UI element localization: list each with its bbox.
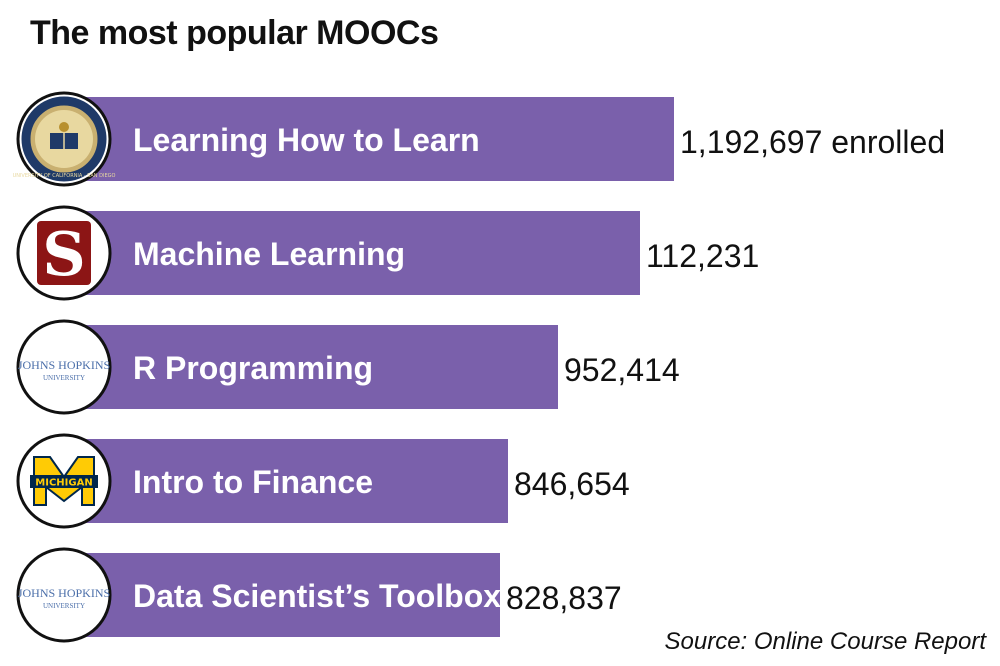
jhu-name-text: JOHNS HOPKINS [18,358,110,372]
bar-label-data-scientists-toolbox: Data Scientist’s Toolbox [133,578,501,614]
bar-r-programming [64,325,558,409]
bar-machine-learning [64,211,640,295]
bar-intro-to-finance [64,439,508,523]
value-label-learning-how-to-learn: 1,192,697 enrolled [680,124,945,160]
uc-san-diego-seal: UNIVERSITY OF CALIFORNIA · SAN DIEGO [13,91,116,187]
value-label-data-scientists-toolbox: 828,837 [506,580,622,616]
source-note: Source: Online Course Report [664,628,987,655]
seal-text: UNIVERSITY OF CALIFORNIA · SAN DIEGO [13,173,116,179]
johns-hopkins-logo: JOHNS HOPKINS UNIVERSITY [16,319,112,415]
stanford-s-logo: S [16,205,112,301]
bar-label-machine-learning: Machine Learning [133,236,405,272]
chart-title: The most popular MOOCs [30,14,439,52]
bar-label-learning-how-to-learn: Learning How to Learn [133,122,480,158]
jhu-university-text: UNIVERSITY [43,602,85,610]
stanford-s-glyph: S [42,220,85,290]
jhu-name-text: JOHNS HOPKINS [18,586,110,600]
johns-hopkins-logo: JOHNS HOPKINS UNIVERSITY [16,547,112,643]
value-label-machine-learning: 112,231 [646,238,759,274]
michigan-m-logo: MICHIGAN [16,433,112,529]
bar-learning-how-to-learn [64,97,674,181]
value-label-r-programming: 952,414 [564,352,680,388]
bar-label-r-programming: R Programming [133,350,373,386]
bar-label-intro-to-finance: Intro to Finance [133,464,373,500]
jhu-university-text: UNIVERSITY [43,374,85,382]
bar-data-scientists-toolbox [64,553,500,637]
value-label-intro-to-finance: 846,654 [514,466,630,502]
michigan-wordmark: MICHIGAN [35,478,92,489]
